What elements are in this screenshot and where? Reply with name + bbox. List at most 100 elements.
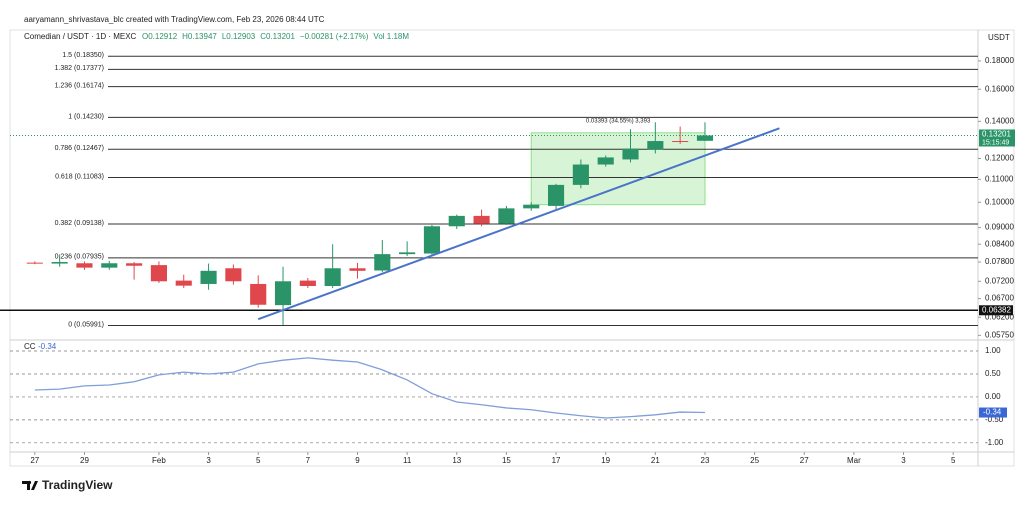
indicator-tag-label: -0.34	[983, 408, 1002, 417]
candle-body	[498, 208, 515, 224]
y-tick-label: 0.14000	[985, 116, 1014, 125]
fib-label: 1.236 (0.16174)	[55, 82, 104, 89]
candle-body	[572, 164, 589, 185]
indicator-line	[34, 357, 705, 419]
candle-body	[523, 204, 540, 209]
y-tick-label: 0.12000	[985, 154, 1014, 163]
x-tick-label: 5	[256, 456, 261, 465]
indicator-tag	[979, 407, 1007, 418]
x-tick-label: Mar	[847, 456, 861, 465]
fib-label: 0.382 (0.09138)	[55, 220, 104, 227]
marker-tag	[979, 305, 1013, 316]
trendline	[257, 127, 780, 321]
y-tick-label: 0.11000	[985, 174, 1014, 183]
x-tick-label: 17	[552, 456, 561, 465]
indicator-tick-label: 0.50	[985, 369, 1001, 378]
fib-label: 0.236 (0.07935)	[55, 254, 104, 261]
range-box-label: 0.03393 (34.55%) 3,393	[586, 118, 651, 124]
candle-body	[547, 184, 565, 206]
countdown: 15:15:49	[982, 139, 1009, 146]
indicator-tick-label: 0.00	[985, 392, 1001, 401]
indicator-tick-label: -0.50	[985, 415, 1004, 424]
fib-label: 0.618 (0.11083)	[55, 173, 104, 180]
x-tick-label: 19	[601, 456, 610, 465]
candle-body	[126, 263, 143, 266]
candle-body	[622, 148, 639, 160]
candle-body	[647, 141, 664, 150]
fib-label: 1 (0.14230)	[68, 113, 104, 120]
frame	[9, 29, 1015, 467]
candle-body	[200, 270, 217, 284]
x-tick-label: 27	[800, 456, 809, 465]
legend-item: O0.12912	[142, 32, 178, 41]
candle-body	[250, 283, 267, 305]
x-tick-label: 3	[206, 456, 211, 465]
x-tick-label: 23	[701, 456, 710, 465]
x-tick-label: 3	[901, 456, 906, 465]
y-tick-label: 0.05750	[985, 330, 1014, 339]
candle-body	[76, 263, 93, 268]
x-tick-label: 5	[951, 456, 956, 465]
legend-item: L0.12903	[222, 32, 256, 41]
currency: USDT	[988, 33, 1010, 42]
x-tick-label: 7	[306, 456, 311, 465]
candle-body	[696, 135, 714, 141]
candle-body	[448, 215, 465, 227]
fib-label: 0.786 (0.12467)	[55, 145, 104, 152]
legend-item: Vol 1.18M	[373, 32, 409, 41]
candle-body	[374, 254, 391, 271]
fib-label: 1.382 (0.17377)	[55, 65, 104, 72]
x-tick-label: Feb	[152, 456, 166, 465]
last-price-label: 0.13201	[982, 130, 1011, 139]
y-tick-label: 0.10000	[985, 197, 1014, 206]
fib-label: 0 (0.05991)	[68, 321, 104, 328]
legend-item: C0.13201	[260, 32, 295, 41]
brand-logo	[22, 480, 38, 490]
symbol: Comedian / USDT · 1D · MEXC	[24, 32, 137, 41]
candle-body	[274, 281, 292, 306]
candle-body	[597, 157, 614, 165]
x-tick-label: 13	[452, 456, 461, 465]
legend-item: H0.13947	[182, 32, 217, 41]
fib-label: 1.5 (0.18350)	[62, 52, 104, 59]
x-tick-label: 15	[502, 456, 511, 465]
candle-body	[473, 215, 490, 224]
indicator-tick-label: -1.00	[985, 438, 1004, 447]
x-tick-label: 29	[80, 456, 89, 465]
y-tick-label: 0.08400	[985, 239, 1014, 248]
y-tick-label: 0.06700	[985, 294, 1014, 303]
x-tick-label: 21	[651, 456, 660, 465]
candle-body	[26, 262, 43, 264]
candle-body	[101, 263, 118, 268]
y-tick-label: 0.07200	[985, 276, 1014, 285]
indicator-name: CC	[24, 342, 36, 351]
indicator-value: -0.34	[38, 342, 57, 351]
y-tick-label: 0.06200	[985, 312, 1014, 321]
candle-body	[324, 268, 341, 286]
x-tick-label: 25	[750, 456, 759, 465]
last-price-tag	[979, 129, 1015, 147]
candle-body	[51, 262, 68, 264]
candle-body	[299, 280, 316, 286]
candle-body	[399, 252, 416, 255]
candle-body	[150, 265, 167, 282]
y-tick-label: 0.09000	[985, 223, 1014, 232]
indicator-tick-label: 1.00	[985, 346, 1001, 355]
y-tick-label: 0.16000	[985, 84, 1014, 93]
x-tick-label: 9	[355, 456, 360, 465]
legend-item: −0.00281 (+2.17%)	[300, 32, 369, 41]
candle-body	[423, 226, 441, 254]
candle-body	[672, 141, 689, 143]
candle-body	[225, 268, 242, 282]
candle-body	[349, 268, 366, 271]
brand: TradingView	[42, 478, 113, 492]
x-tick-label: 27	[30, 456, 39, 465]
marker-tag-label: 0.06382	[982, 305, 1011, 314]
candle-body	[175, 280, 192, 286]
y-tick-label: 0.18000	[985, 56, 1014, 65]
y-tick-label: 0.07800	[985, 257, 1014, 266]
x-tick-label: 11	[403, 456, 412, 465]
header: aaryamann_shrivastava_blc created with T…	[24, 15, 325, 24]
